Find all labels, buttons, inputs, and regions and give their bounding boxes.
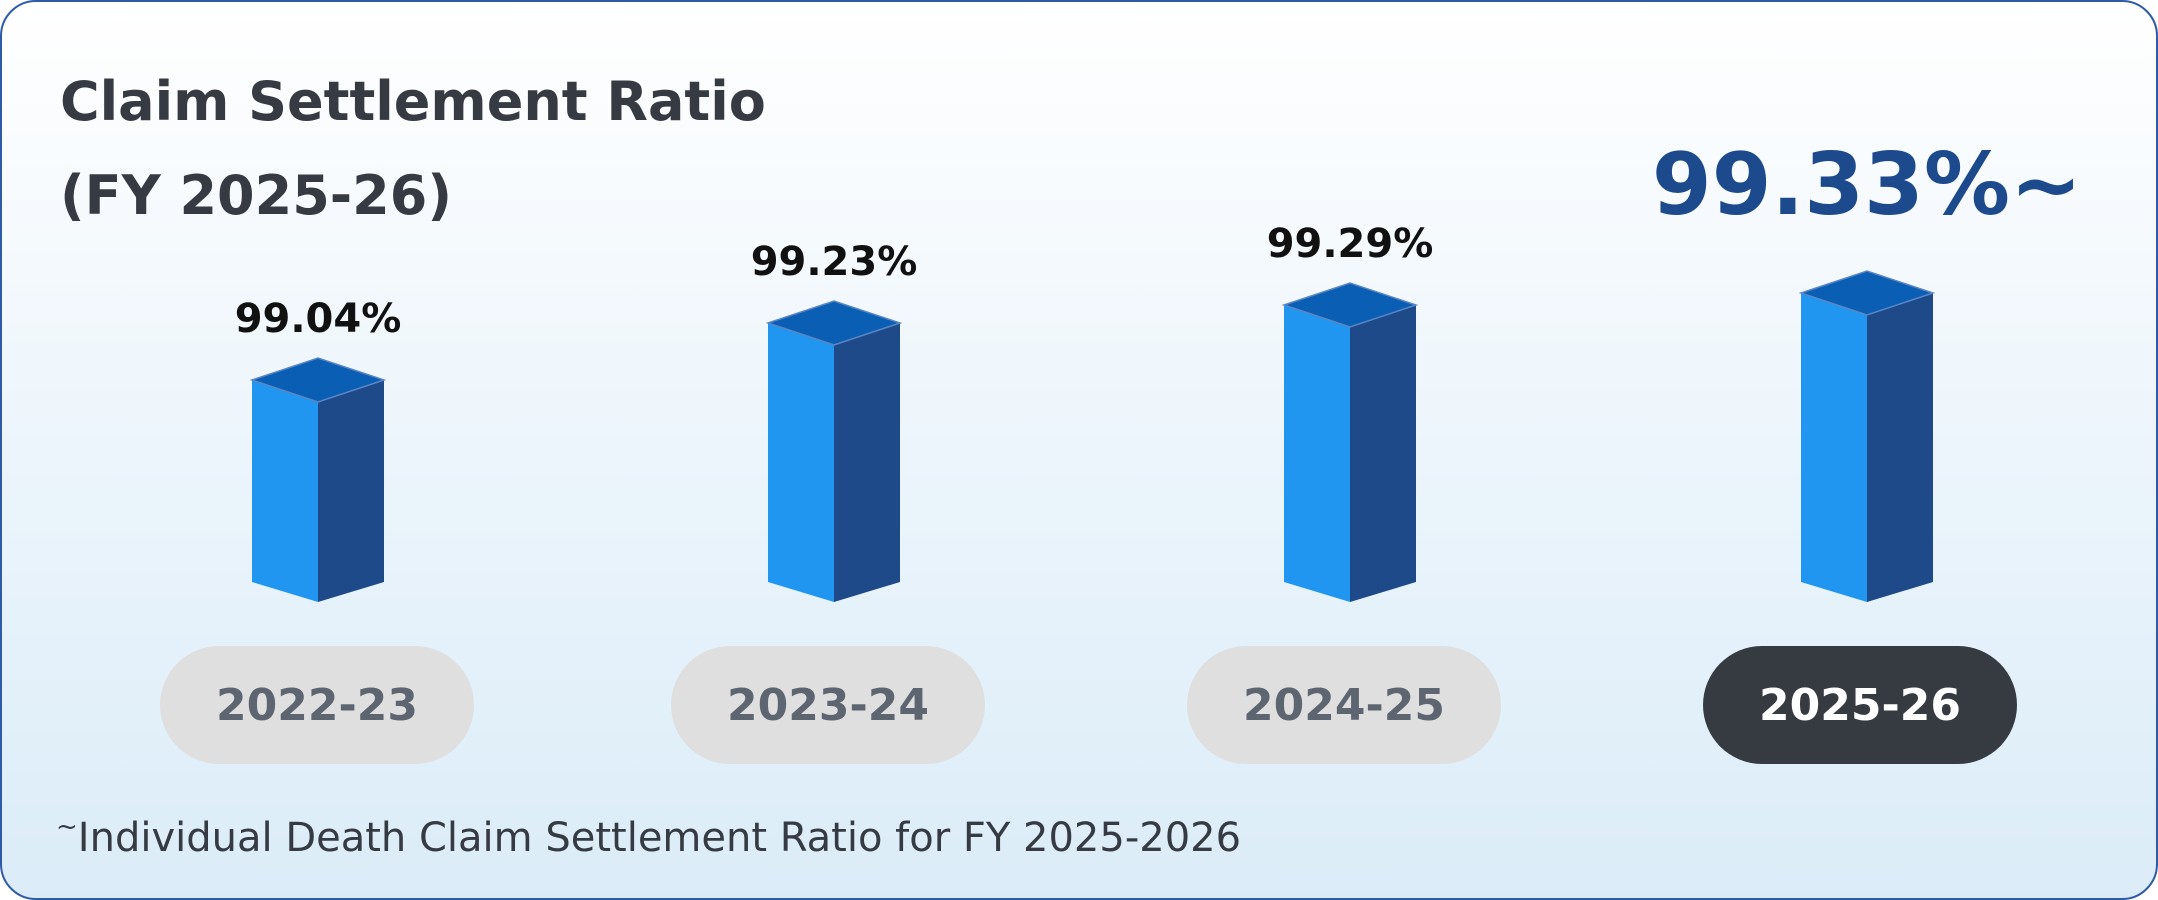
value-label-2022-23: 99.04% [235,296,402,342]
bar-top-2023-24 [765,300,903,346]
year-pill-2024-25: 2024-25 [1187,646,1501,764]
value-label-2025-26: 99.33%~ [1652,135,2082,235]
bar-side-2024-25 [1350,305,1416,602]
value-label-2024-25: 99.29% [1267,221,1434,267]
footnote-mark: ~ [56,812,78,842]
bar-side-2023-24 [834,323,900,602]
year-pill-2025-26: 2025-26 [1703,646,2017,764]
year-pill-2023-24: 2023-24 [671,646,985,764]
bar-front-2024-25 [1284,305,1350,602]
bar-front-2022-23 [252,380,318,602]
bar-front-2025-26 [1801,293,1867,602]
footnote-text: Individual Death Claim Settlement Ratio … [77,815,1242,861]
year-pill-2022-23: 2022-23 [160,646,474,764]
chart-subtitle: (FY 2025-26) [60,164,453,227]
bar-top-2024-25 [1281,282,1419,328]
bar-side-2022-23 [318,380,384,602]
bar-side-2025-26 [1867,293,1933,602]
bar-top-2025-26 [1798,270,1936,316]
bar-front-2023-24 [768,323,834,602]
bar-top-2022-23 [249,357,387,403]
chart-title: Claim Settlement Ratio [60,70,766,133]
footnote: ~Individual Death Claim Settlement Ratio… [56,812,1241,861]
value-label-2023-24: 99.23% [751,239,918,285]
